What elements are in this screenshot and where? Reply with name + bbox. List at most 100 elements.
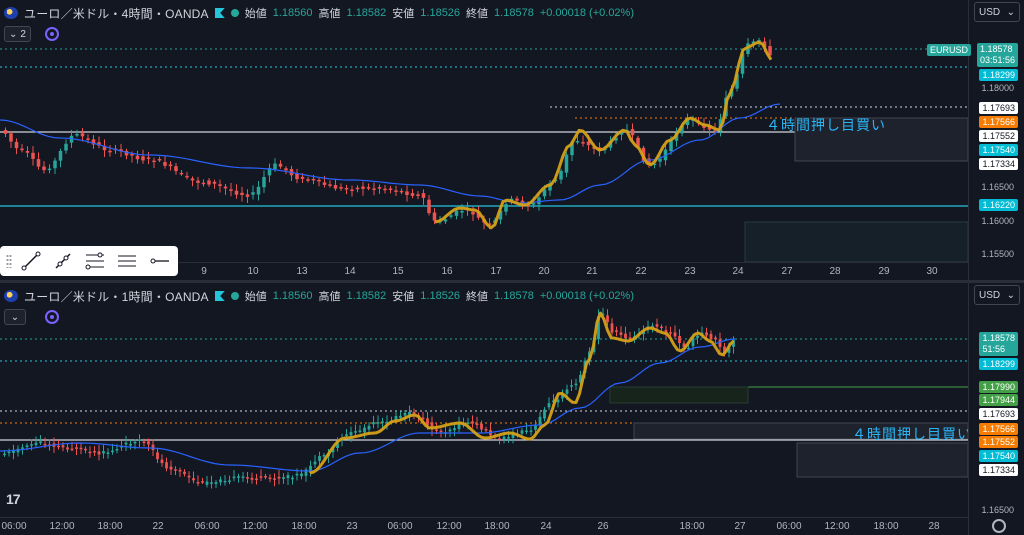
candle-body	[130, 153, 134, 156]
symbol-legend: ユーロ／米ドル・4時間・OANDA 始値 1.18560 高値 1.18582 安値…	[4, 4, 634, 22]
candle-body	[267, 167, 272, 176]
tradingview-logo-icon[interactable]: 17	[6, 491, 21, 507]
ray-icon[interactable]	[50, 249, 76, 273]
indicator-settings-icon[interactable]	[45, 310, 59, 324]
candle-body	[597, 315, 600, 340]
candle-body	[547, 403, 551, 408]
candle-body	[333, 185, 338, 189]
price-tag: 1.17334	[979, 464, 1018, 476]
candle-body	[570, 142, 574, 156]
horizontal-ray-icon[interactable]	[146, 249, 172, 273]
price-tag: 1.17693	[979, 102, 1018, 114]
candle-body	[718, 339, 722, 348]
annotation-text[interactable]: ４時間押し目買い	[852, 426, 972, 442]
zone-box-2	[744, 221, 969, 263]
collapse-indicators-button[interactable]: ⌄	[4, 309, 26, 325]
candle-body	[223, 186, 228, 189]
candle-body	[31, 152, 35, 159]
candle-body	[471, 421, 474, 424]
high-value: 1.18582	[346, 290, 387, 302]
change-value: +0.00018 (+0.02%)	[539, 290, 634, 302]
candle-body	[619, 132, 624, 135]
candle-body	[416, 194, 420, 196]
candle-body	[313, 461, 317, 465]
candle-body	[581, 142, 585, 144]
time-tick: 12:00	[436, 521, 462, 532]
candle-body	[619, 332, 623, 335]
candle-body	[278, 163, 283, 167]
candle-body	[515, 198, 519, 201]
price-axis[interactable]: USD ⌄ 1.16500	[968, 283, 1024, 535]
price-tick: 1.16000	[981, 216, 1014, 226]
close-label: 終値	[466, 291, 489, 303]
candle-body	[124, 150, 129, 156]
chart-4h-canvas[interactable]	[0, 0, 1024, 280]
candle-body	[344, 187, 349, 190]
candle-body	[453, 428, 456, 431]
candle-body	[331, 448, 335, 453]
chart-1h-canvas[interactable]	[0, 283, 1024, 535]
pane-divider[interactable]	[0, 280, 1024, 283]
candle-body	[39, 441, 42, 443]
drag-handle-icon[interactable]	[6, 254, 12, 268]
fib-retracement-icon[interactable]	[82, 249, 108, 273]
candle-body	[273, 163, 277, 170]
candle-body	[219, 479, 222, 483]
trend-line-icon[interactable]	[18, 249, 44, 273]
settings-gear-icon[interactable]	[992, 519, 1006, 533]
symbol-title[interactable]: ユーロ／米ドル・1時間・OANDA	[24, 289, 209, 304]
collapse-indicators-button[interactable]: ⌄ 2	[4, 26, 31, 42]
parallel-channel-icon[interactable]	[114, 249, 140, 273]
candle-body	[196, 481, 200, 484]
symbol-title[interactable]: ユーロ／米ドル・4時間・OANDA	[24, 6, 209, 21]
candle-body	[705, 332, 708, 336]
price-tag: 1.17552	[979, 436, 1018, 448]
candle-body	[66, 447, 69, 450]
drawing-toolbar[interactable]	[0, 246, 178, 276]
time-axis[interactable]: 9 10 13 14 15 16 17 20 21 22 23 24 27 28…	[0, 262, 968, 280]
time-tick: 14	[344, 266, 356, 277]
chart-pane-4h[interactable]: ユーロ／米ドル・4時間・OANDA 始値 1.18560 高値 1.18582 安値…	[0, 0, 1024, 280]
candle-body	[636, 137, 640, 147]
price-tag: 1.17693	[979, 408, 1018, 420]
price-tag: 1.17552	[979, 130, 1018, 142]
candle-body	[394, 190, 398, 192]
candle-body	[232, 476, 236, 479]
candle-body	[268, 477, 272, 480]
close-label: 終値	[466, 8, 489, 20]
candle-body	[350, 189, 354, 192]
time-axis[interactable]: 06:00 12:00 18:00 22 06:00 12:00 18:00 2…	[0, 517, 968, 535]
candle-body	[21, 447, 24, 449]
candle-body	[586, 141, 591, 146]
annotation-text[interactable]: ４時間押し目買い	[766, 117, 886, 133]
candle-body	[381, 421, 384, 423]
candle-body	[525, 430, 528, 432]
candle-body	[129, 443, 132, 446]
chart-pane-1h[interactable]: ユーロ／米ドル・1時間・OANDA 始値 1.18560 高値 1.18582 安値…	[0, 283, 1024, 535]
candle-body	[196, 180, 200, 183]
time-tick: 21	[586, 266, 598, 277]
candle-body	[727, 347, 731, 353]
candle-body	[372, 188, 376, 190]
time-tick: 28	[829, 266, 841, 277]
candle-body	[403, 413, 407, 416]
candle-body	[79, 447, 83, 450]
candle-body	[449, 215, 453, 217]
candle-body	[682, 343, 686, 347]
candle-body	[405, 191, 409, 196]
candle-body	[84, 448, 87, 451]
candle-body	[454, 210, 459, 216]
candle-body	[669, 138, 673, 152]
currency-select[interactable]: USD ⌄	[974, 2, 1020, 22]
candle-body	[542, 189, 547, 197]
time-tick: 9	[201, 266, 207, 277]
candle-body	[502, 436, 506, 440]
candle-body	[306, 179, 310, 181]
candle-body	[259, 476, 263, 478]
indicator-settings-icon[interactable]	[45, 27, 59, 41]
time-tick: 18:00	[291, 521, 317, 532]
candle-body	[102, 145, 107, 151]
currency-select[interactable]: USD ⌄	[974, 285, 1020, 305]
candle-body	[471, 211, 475, 215]
candle-body	[174, 469, 177, 471]
